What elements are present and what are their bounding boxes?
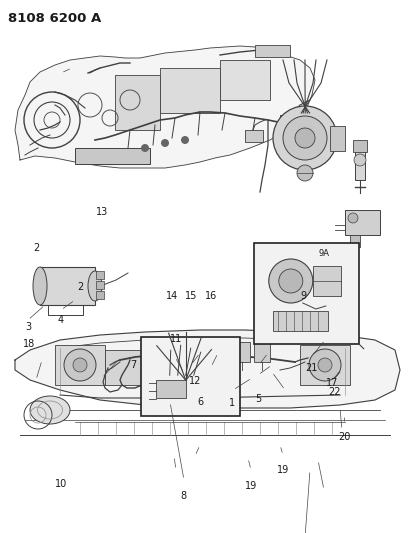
Text: 13: 13 <box>95 207 108 217</box>
Bar <box>329 126 344 151</box>
Text: 8: 8 <box>180 491 186 500</box>
Circle shape <box>141 144 148 152</box>
Text: 8108 6200 A: 8108 6200 A <box>8 12 101 25</box>
Bar <box>155 352 173 364</box>
Bar <box>245 130 262 142</box>
Bar <box>105 350 170 385</box>
Text: 21: 21 <box>305 363 317 373</box>
Text: 11: 11 <box>170 334 182 344</box>
Bar <box>254 342 270 362</box>
Circle shape <box>353 154 365 166</box>
Text: 9A: 9A <box>318 249 328 258</box>
Text: 15: 15 <box>184 291 196 301</box>
Text: 9: 9 <box>300 292 306 301</box>
Bar <box>141 337 239 416</box>
Ellipse shape <box>30 396 70 424</box>
Circle shape <box>296 165 312 181</box>
Text: 14: 14 <box>166 291 178 301</box>
Bar <box>96 281 104 289</box>
Text: 22: 22 <box>327 387 339 397</box>
Bar <box>254 45 289 57</box>
Circle shape <box>282 116 326 160</box>
Bar <box>213 342 229 362</box>
Circle shape <box>294 128 314 148</box>
Bar <box>75 148 150 164</box>
Text: 3: 3 <box>25 322 31 332</box>
Bar <box>234 342 249 362</box>
Bar <box>40 267 95 305</box>
Text: 20: 20 <box>337 432 350 442</box>
Bar <box>279 115 299 130</box>
Bar <box>55 345 105 385</box>
Bar <box>349 235 359 247</box>
Text: 5: 5 <box>254 394 261 403</box>
Text: 10: 10 <box>54 479 67 489</box>
Circle shape <box>278 269 302 293</box>
Bar <box>312 266 340 296</box>
Bar <box>115 75 160 130</box>
Bar <box>96 271 104 279</box>
Text: 19: 19 <box>276 465 288 475</box>
Text: 12: 12 <box>188 376 200 385</box>
Text: 16: 16 <box>204 291 217 301</box>
Circle shape <box>317 358 331 372</box>
Circle shape <box>268 259 312 303</box>
Ellipse shape <box>33 267 47 305</box>
Bar <box>156 380 186 398</box>
Bar <box>352 140 366 152</box>
Text: 2: 2 <box>33 243 39 253</box>
Bar <box>220 60 270 100</box>
Polygon shape <box>15 46 314 168</box>
Text: 17: 17 <box>325 378 337 387</box>
Text: 2: 2 <box>76 282 83 292</box>
Ellipse shape <box>88 271 102 301</box>
Circle shape <box>180 136 189 144</box>
Bar <box>160 68 220 113</box>
Bar <box>254 243 358 344</box>
Text: 4: 4 <box>58 315 63 325</box>
Text: 6: 6 <box>198 398 203 407</box>
Circle shape <box>64 349 96 381</box>
Bar <box>272 311 327 332</box>
Circle shape <box>73 358 87 372</box>
Circle shape <box>161 139 169 147</box>
Circle shape <box>272 106 336 170</box>
Polygon shape <box>15 330 399 408</box>
Circle shape <box>347 213 357 223</box>
Text: 19: 19 <box>244 481 256 491</box>
Text: 18: 18 <box>23 339 36 349</box>
Text: 7: 7 <box>130 360 136 370</box>
Bar <box>96 291 104 299</box>
Text: 1: 1 <box>228 398 234 408</box>
Bar <box>344 210 379 235</box>
Bar <box>354 150 364 180</box>
Bar <box>299 345 349 385</box>
Circle shape <box>308 349 340 381</box>
